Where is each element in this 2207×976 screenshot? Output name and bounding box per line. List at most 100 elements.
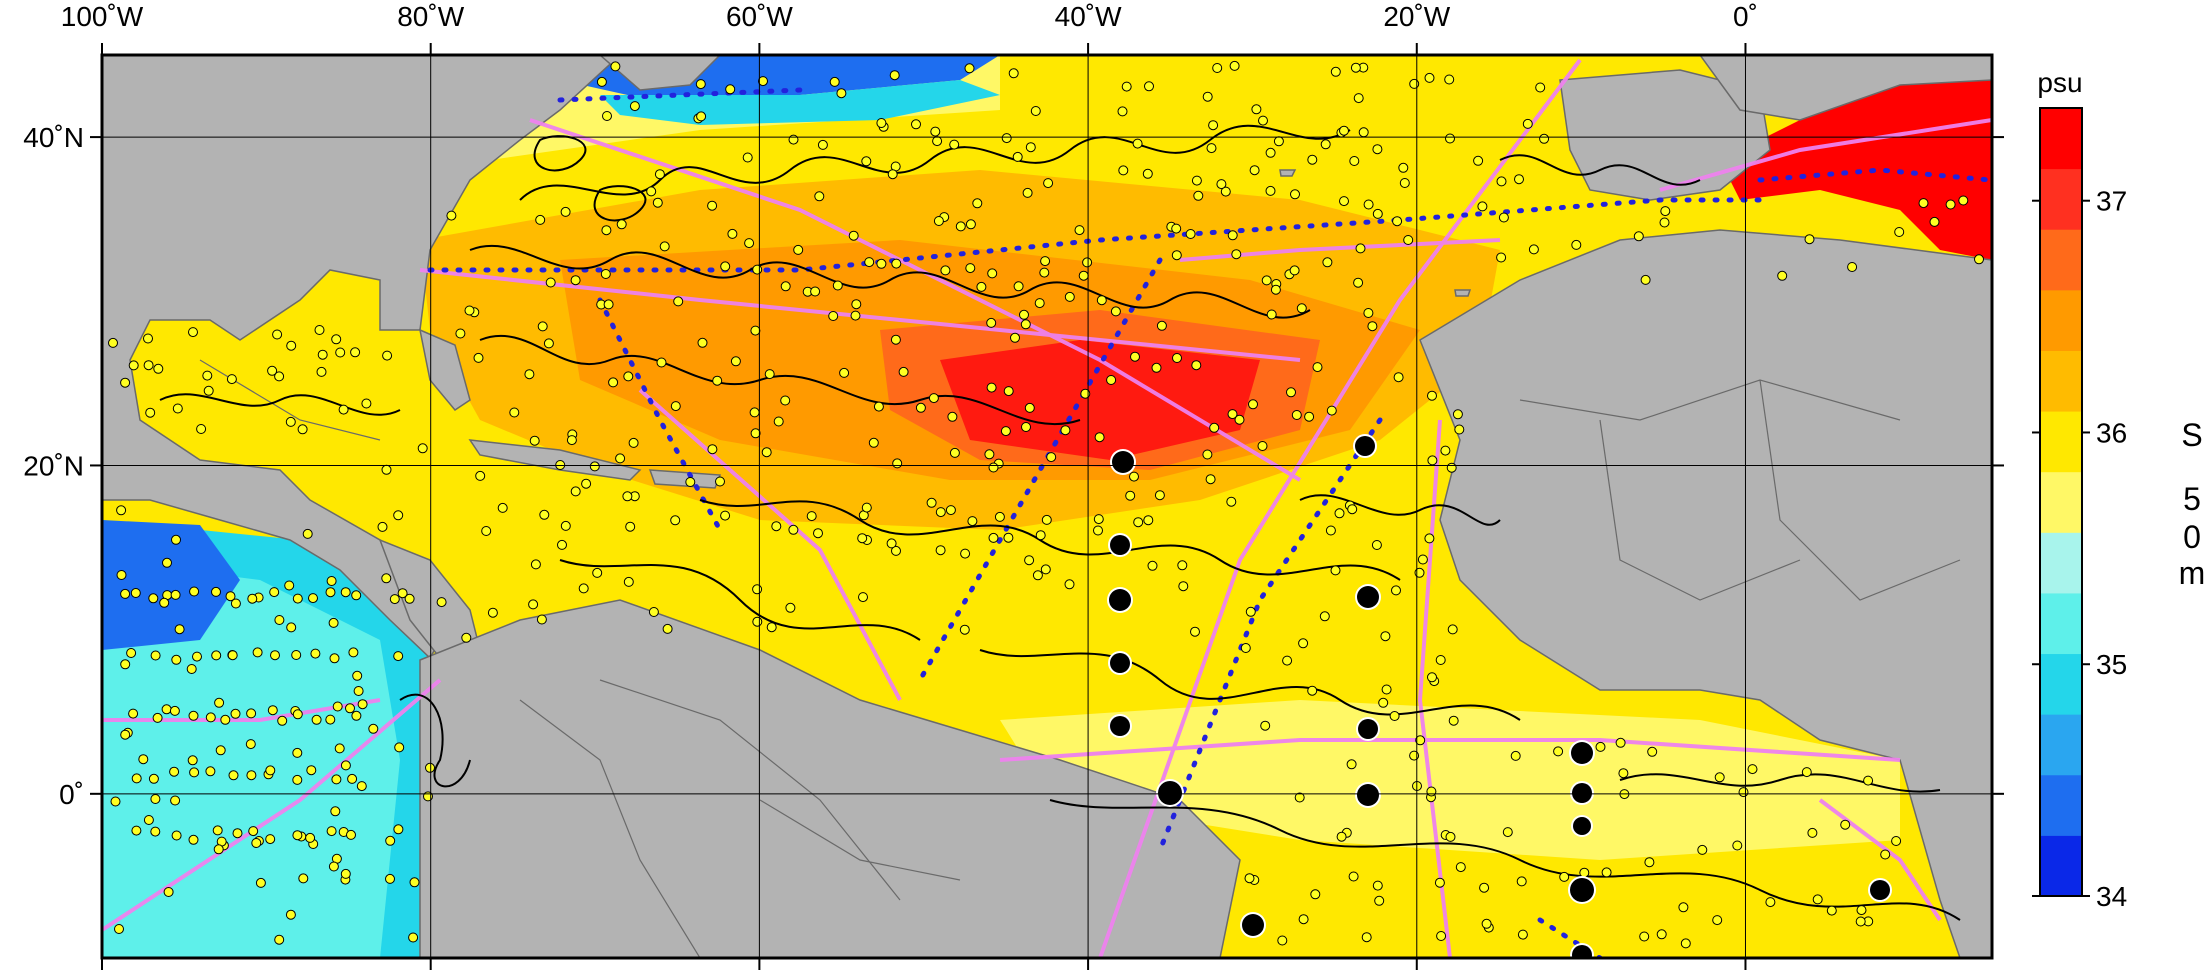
float-marker bbox=[839, 367, 850, 378]
drifter-track bbox=[469, 244, 1311, 319]
float-marker bbox=[1040, 256, 1051, 267]
float-marker bbox=[1208, 120, 1219, 131]
float-marker bbox=[817, 139, 828, 150]
float-marker bbox=[1477, 201, 1488, 212]
float-marker bbox=[659, 241, 670, 252]
float-marker bbox=[535, 214, 546, 225]
float-marker bbox=[497, 502, 508, 513]
colorbar-cell bbox=[2040, 774, 2082, 836]
float-marker bbox=[227, 650, 238, 661]
mooring-marker bbox=[1158, 781, 1182, 805]
float-marker bbox=[1258, 115, 1268, 126]
float-marker bbox=[750, 325, 761, 336]
float-marker bbox=[305, 832, 316, 843]
float-marker bbox=[749, 407, 760, 418]
float-marker bbox=[857, 533, 868, 544]
float-marker bbox=[1517, 929, 1528, 940]
float-marker bbox=[887, 169, 898, 180]
float-marker bbox=[1473, 155, 1484, 166]
float-marker bbox=[652, 197, 663, 208]
float-marker bbox=[524, 369, 535, 380]
lon-tick-label: 60˚W bbox=[726, 1, 793, 32]
mooring-marker bbox=[1110, 653, 1130, 673]
float-marker bbox=[727, 228, 738, 239]
float-marker bbox=[1156, 320, 1167, 331]
float-marker bbox=[1039, 267, 1050, 278]
drifter-track bbox=[559, 559, 921, 641]
float-marker bbox=[292, 747, 303, 758]
float-marker bbox=[326, 826, 337, 837]
float-marker bbox=[338, 404, 349, 415]
float-marker bbox=[274, 934, 285, 945]
float-marker bbox=[171, 830, 182, 841]
float-marker bbox=[940, 265, 951, 276]
float-marker bbox=[188, 710, 199, 721]
drifter-track bbox=[979, 649, 1521, 721]
float-marker bbox=[1417, 554, 1428, 565]
float-marker bbox=[1392, 216, 1403, 227]
float-marker bbox=[986, 382, 997, 393]
lon-tick-label: 20˚W bbox=[1383, 1, 1450, 32]
float-marker bbox=[1595, 741, 1606, 752]
float-marker bbox=[915, 402, 926, 413]
float-marker bbox=[654, 169, 665, 180]
float-marker bbox=[1190, 626, 1200, 637]
float-marker bbox=[1353, 277, 1364, 288]
float-marker bbox=[385, 873, 395, 884]
float-marker bbox=[829, 76, 840, 87]
lon-tick-label: 80˚W bbox=[397, 1, 464, 32]
float-marker bbox=[1502, 827, 1513, 838]
float-marker bbox=[171, 654, 182, 665]
float-marker bbox=[1080, 388, 1091, 399]
float-marker bbox=[578, 583, 589, 594]
float-marker bbox=[1339, 125, 1349, 136]
float-marker bbox=[1339, 196, 1349, 207]
float-marker bbox=[608, 377, 619, 388]
float-marker bbox=[596, 76, 607, 87]
colorbar-cells bbox=[2040, 108, 2082, 897]
colorbar-vertical-label-char: 0 bbox=[2183, 519, 2201, 555]
colorbar-cell bbox=[2040, 229, 2082, 291]
float-marker bbox=[780, 395, 791, 406]
float-marker bbox=[397, 588, 408, 599]
float-marker bbox=[196, 424, 207, 434]
latitude-labels: 40˚N 20˚N 0˚ bbox=[23, 122, 84, 810]
float-marker bbox=[270, 650, 280, 661]
float-marker bbox=[1426, 786, 1437, 797]
mooring-marker bbox=[1870, 880, 1890, 900]
float-marker bbox=[536, 614, 547, 625]
float-marker bbox=[625, 521, 636, 532]
float-marker bbox=[758, 76, 768, 87]
float-marker bbox=[766, 622, 777, 633]
ship-track bbox=[529, 118, 1302, 482]
float-marker bbox=[1257, 441, 1268, 451]
float-marker bbox=[161, 704, 172, 715]
colorbar-tick-label: 35 bbox=[2096, 649, 2127, 680]
float-marker bbox=[1445, 831, 1456, 842]
float-marker bbox=[1030, 106, 1041, 116]
float-marker bbox=[187, 755, 198, 766]
float-marker bbox=[1191, 360, 1202, 371]
float-marker bbox=[1346, 759, 1357, 770]
float-marker bbox=[272, 329, 283, 340]
float-marker bbox=[1372, 880, 1383, 891]
colorbar-vertical-label-char: S bbox=[2181, 417, 2202, 453]
float-marker bbox=[1618, 768, 1629, 779]
float-marker bbox=[793, 244, 804, 255]
float-marker bbox=[623, 371, 634, 382]
float-marker bbox=[170, 589, 181, 600]
drifter-track bbox=[593, 185, 647, 222]
float-marker bbox=[1234, 414, 1245, 425]
float-marker bbox=[861, 156, 872, 167]
float-marker bbox=[1553, 746, 1564, 757]
float-marker bbox=[1355, 243, 1366, 254]
float-marker bbox=[1348, 871, 1359, 882]
float-marker bbox=[1060, 425, 1071, 436]
lat-tick-label: 40˚N bbox=[23, 122, 84, 153]
ship-tracks bbox=[102, 58, 1992, 958]
float-marker bbox=[712, 375, 723, 386]
section-line bbox=[557, 87, 803, 103]
float-marker bbox=[1307, 685, 1318, 696]
float-marker bbox=[205, 766, 216, 777]
float-marker bbox=[1361, 932, 1372, 943]
